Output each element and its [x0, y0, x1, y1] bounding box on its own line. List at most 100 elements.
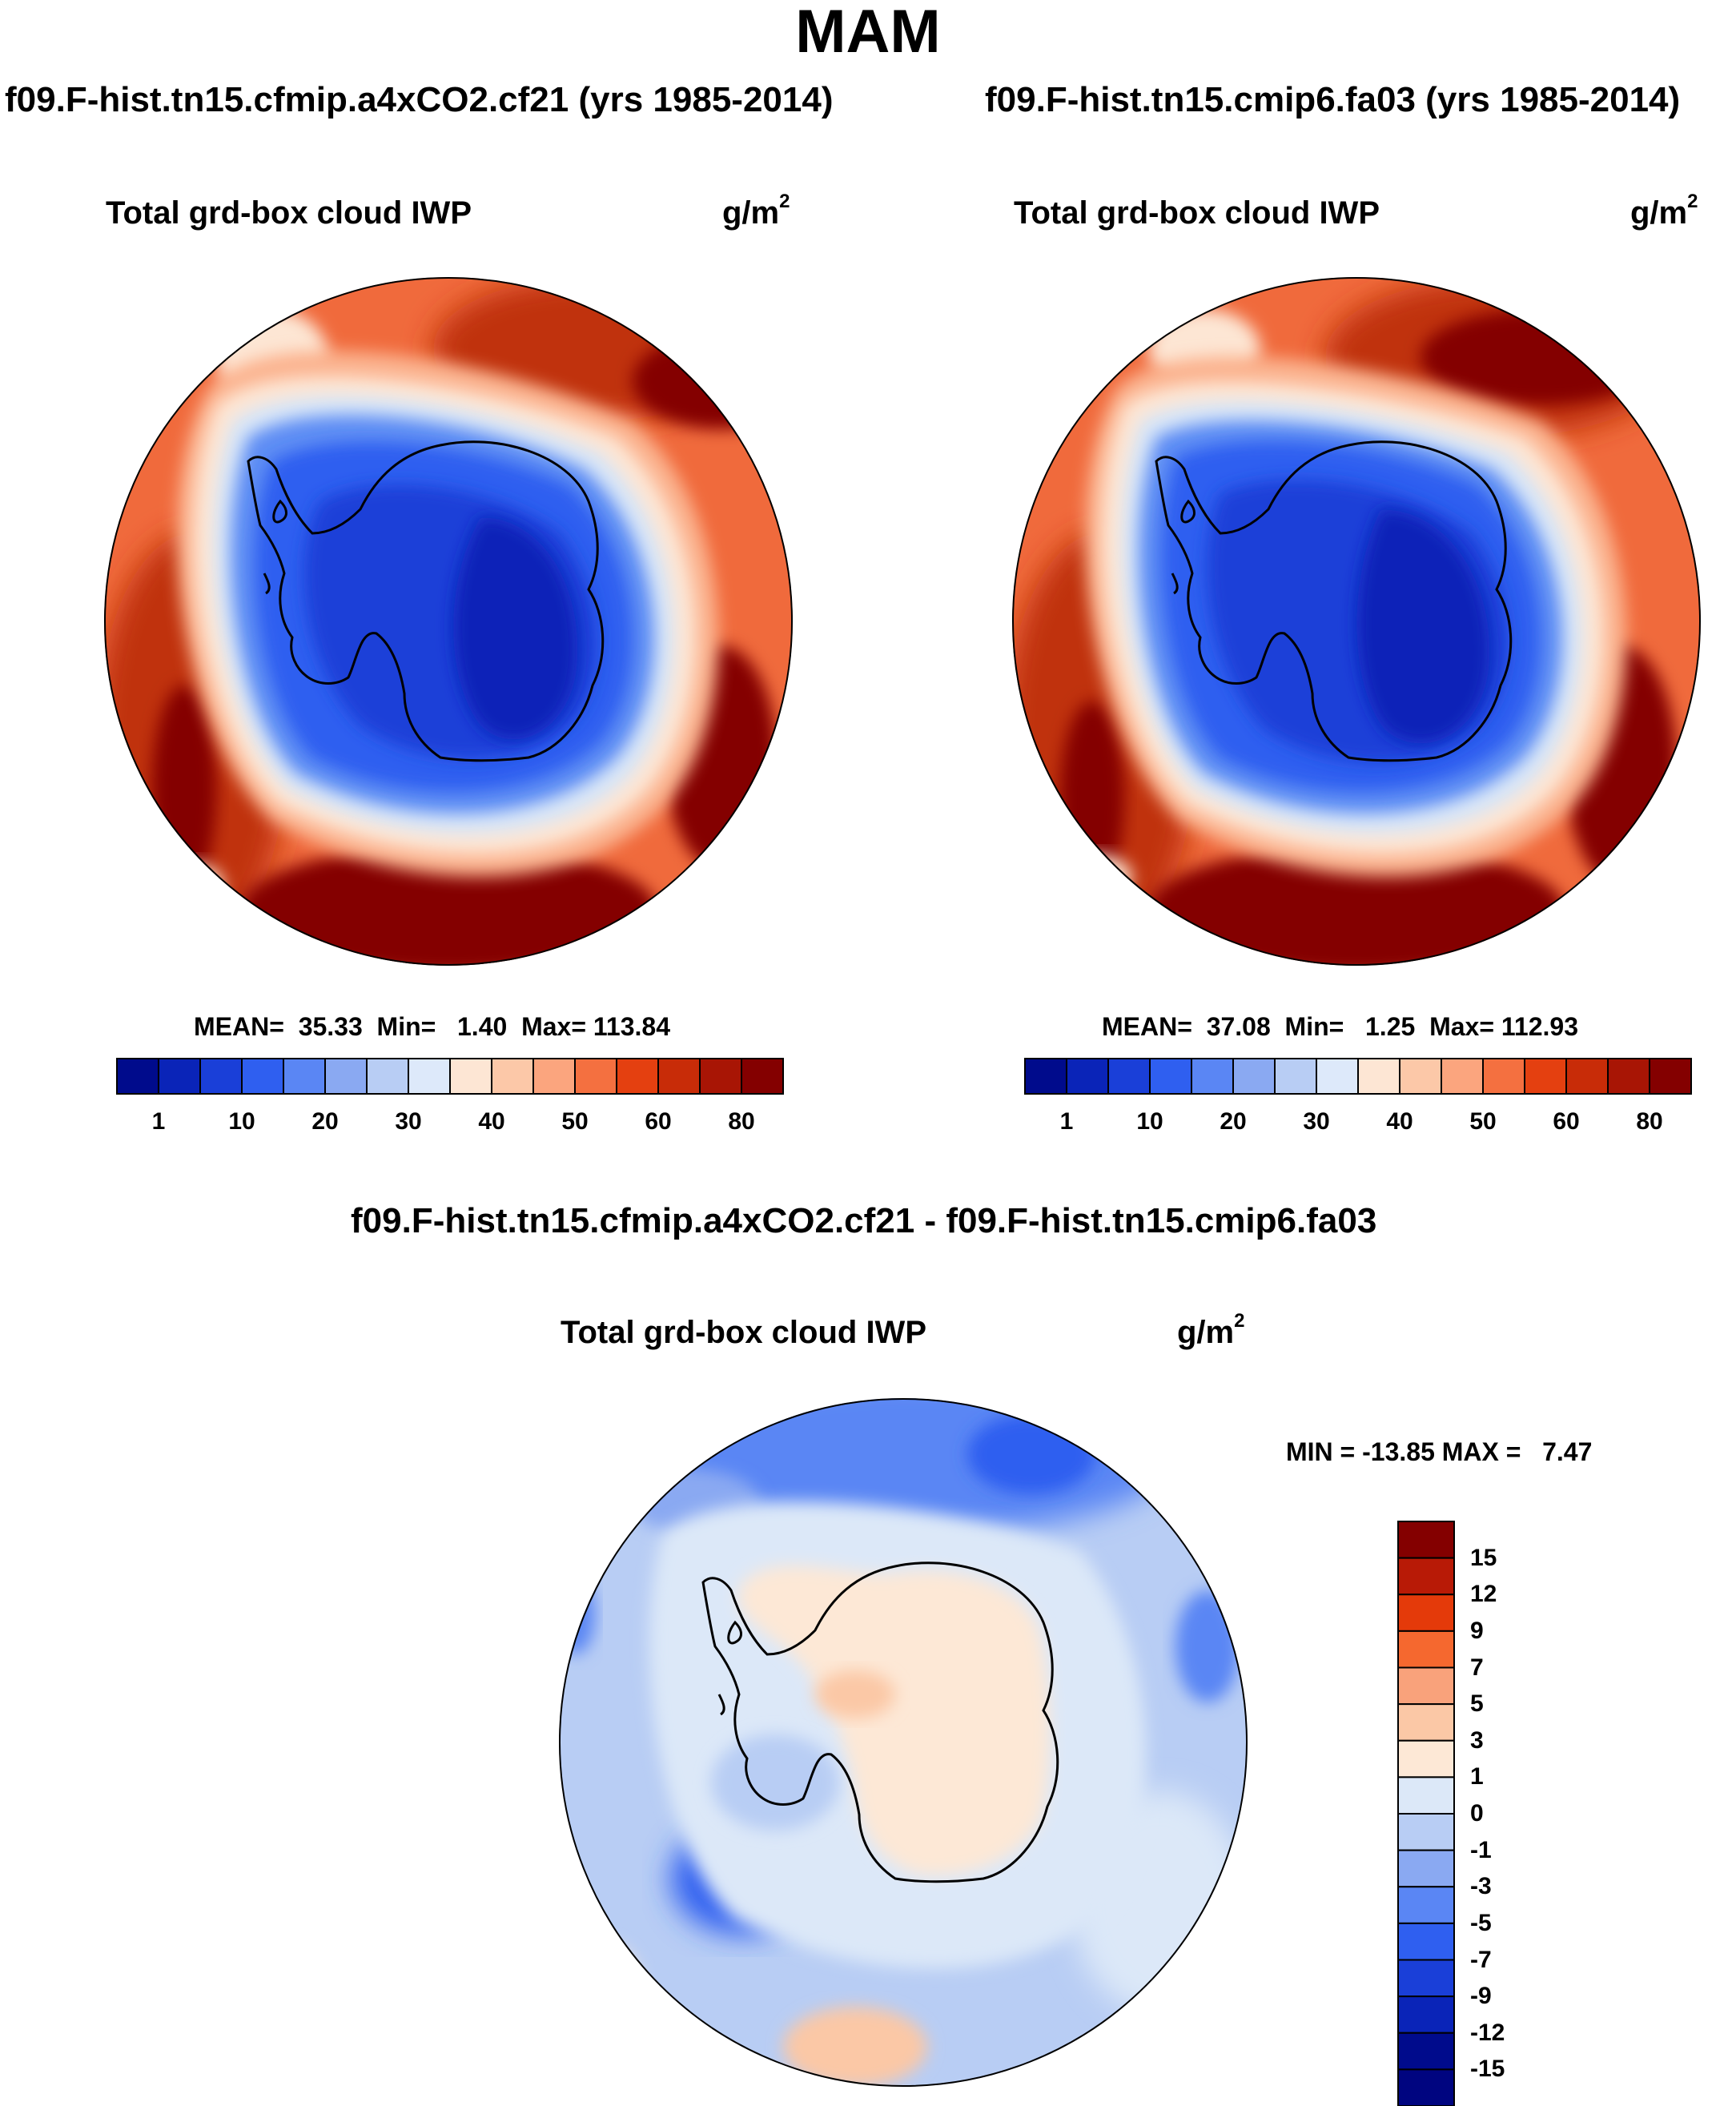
- panel-1-colorbar-swatch: [324, 1058, 368, 1095]
- diff-stats: MIN = -13.85 MAX = 7.47: [1286, 1437, 1593, 1466]
- panel-2-colorbar-tick-label: 80: [1636, 1108, 1663, 1135]
- panel-1-colorbar-tick-label: 20: [311, 1108, 339, 1135]
- panel-2-colorbar-swatch: [1399, 1058, 1442, 1095]
- panel-2-colorbar-swatch: [1024, 1058, 1067, 1095]
- diff-colorbar-tick-label: 1: [1470, 1763, 1484, 1791]
- diff-colorbar-tick-label: 12: [1470, 1581, 1497, 1608]
- diff-map-field: [559, 1398, 1248, 2087]
- panel-2-colorbar-swatch: [1107, 1058, 1151, 1095]
- panel-2-colorbar-swatch: [1607, 1058, 1650, 1095]
- panel-2-colorbar-swatch: [1357, 1058, 1400, 1095]
- diff-colorbar-swatch: [1397, 1521, 1455, 1559]
- panel-2-colorbar-swatch: [1149, 1058, 1192, 1095]
- diff-units: g/m2: [1177, 1310, 1245, 1350]
- diff-colorbar-tick-label: 15: [1470, 1544, 1497, 1571]
- panel-1-colorbar-swatch: [408, 1058, 451, 1095]
- diff-map-coastline: [701, 1561, 1059, 1883]
- diff-colorbar-tick-label: 0: [1470, 1800, 1484, 1827]
- panel-2-colorbar-swatch: [1524, 1058, 1567, 1095]
- diff-colorbar-tick-label: -3: [1470, 1873, 1492, 1900]
- panel-2-colorbar-swatch: [1565, 1058, 1609, 1095]
- diff-colorbar-tick-label: 5: [1470, 1690, 1484, 1718]
- panel-2-colorbar-tick-label: 1: [1059, 1108, 1074, 1135]
- panel-2-colorbar-swatch: [1482, 1058, 1525, 1095]
- panel-2-case-title: f09.F-hist.tn15.cmip6.fa03 (yrs 1985-201…: [985, 80, 1681, 119]
- panel-1-colorbar-swatch: [116, 1058, 159, 1095]
- panel-1-colorbar-tick-label: 40: [478, 1108, 505, 1135]
- diff-colorbar-swatch: [1397, 1703, 1455, 1742]
- panel-1-colorbar-tick-label: 10: [228, 1108, 255, 1135]
- panel-1-colorbar-swatch: [657, 1058, 701, 1095]
- panel-2-colorbar-tick-label: 30: [1303, 1108, 1330, 1135]
- panel-1-colorbar-tick-label: 80: [728, 1108, 755, 1135]
- panel-2-colorbar-swatch: [1316, 1058, 1359, 1095]
- diff-colorbar-tick-label: -1: [1470, 1836, 1492, 1863]
- diff-case-title: f09.F-hist.tn15.cfmip.a4xCO2.cf21 - f09.…: [351, 1201, 1377, 1240]
- diff-colorbar: [1397, 1521, 1455, 2106]
- panel-2-colorbar-swatch: [1274, 1058, 1317, 1095]
- map-1-field: [104, 277, 793, 966]
- panel-1-colorbar-swatch: [532, 1058, 576, 1095]
- diff-colorbar-swatch: [1397, 2032, 1455, 2071]
- diff-colorbar-swatch: [1397, 1776, 1455, 1815]
- season-title: MAM: [795, 0, 941, 66]
- diff-colorbar-swatch: [1397, 1813, 1455, 1851]
- panel-1-polar-map: [104, 277, 793, 966]
- panel-1-units: g/m2: [722, 191, 790, 231]
- panel-2-colorbar-tick-label: 40: [1386, 1108, 1413, 1135]
- diff-colorbar-tick-label: -12: [1470, 2019, 1505, 2046]
- panel-1-colorbar-swatch: [283, 1058, 326, 1095]
- panel-2-colorbar-swatch: [1232, 1058, 1276, 1095]
- panel-2-colorbar-swatch: [1066, 1058, 1109, 1095]
- diff-colorbar-swatch: [1397, 2068, 1455, 2106]
- diff-colorbar-swatch: [1397, 1995, 1455, 2034]
- panel-2-units: g/m2: [1630, 191, 1698, 231]
- map-2-coastline: [1155, 440, 1513, 762]
- panel-2-colorbar-tick-label: 50: [1469, 1108, 1497, 1135]
- panel-1-colorbar-swatch: [741, 1058, 784, 1095]
- diff-colorbar-tick-label: -7: [1470, 1946, 1492, 1973]
- panel-1-colorbar-swatch: [699, 1058, 742, 1095]
- panel-1-colorbar-swatch: [616, 1058, 659, 1095]
- panel-1-stats: MEAN= 35.33 Min= 1.40 Max= 113.84: [194, 1012, 670, 1041]
- panel-2-colorbar-swatch: [1649, 1058, 1692, 1095]
- diff-colorbar-swatch: [1397, 1739, 1455, 1778]
- diff-colorbar-tick-label: -15: [1470, 2056, 1505, 2083]
- panel-1-colorbar-swatch: [366, 1058, 409, 1095]
- panel-1-colorbar-labels: 1 10 20 30 40 50 60 80: [117, 1108, 783, 1140]
- panel-1-colorbar: [116, 1058, 784, 1095]
- panel-1-colorbar-swatch: [449, 1058, 492, 1095]
- diff-colorbar-swatch: [1397, 1922, 1455, 1961]
- diff-colorbar-swatch: [1397, 1557, 1455, 1596]
- panel-2-colorbar: [1024, 1058, 1692, 1095]
- panel-2-colorbar-labels: 1 10 20 30 40 50 60 80: [1025, 1108, 1691, 1140]
- diff-colorbar-swatch: [1397, 1630, 1455, 1669]
- panel-2-variable-title: Total grd-box cloud IWP: [1014, 195, 1380, 231]
- panel-1-colorbar-swatch: [158, 1058, 201, 1095]
- panel-2-colorbar-tick-label: 10: [1136, 1108, 1163, 1135]
- panel-2-colorbar-swatch: [1441, 1058, 1484, 1095]
- panel-2-colorbar-swatch: [1191, 1058, 1234, 1095]
- diff-colorbar-swatch: [1397, 1594, 1455, 1632]
- panel-1-colorbar-swatch: [491, 1058, 534, 1095]
- panel-1-colorbar-swatch: [199, 1058, 243, 1095]
- diff-polar-map: [559, 1398, 1248, 2087]
- diff-colorbar-tick-label: 7: [1470, 1654, 1484, 1681]
- diff-colorbar-swatch: [1397, 1886, 1455, 1924]
- panel-1-colorbar-swatch: [241, 1058, 284, 1095]
- panel-1-colorbar-tick-label: 50: [561, 1108, 589, 1135]
- panel-1-colorbar-tick-label: 60: [645, 1108, 672, 1135]
- diff-colorbar-swatch: [1397, 1849, 1455, 1888]
- panel-1-case-title: f09.F-hist.tn15.cfmip.a4xCO2.cf21 (yrs 1…: [5, 80, 834, 119]
- panel-1-colorbar-tick-label: 1: [151, 1108, 166, 1135]
- panel-2-colorbar-tick-label: 60: [1553, 1108, 1580, 1135]
- diff-variable-title: Total grd-box cloud IWP: [561, 1315, 926, 1350]
- panel-2-stats: MEAN= 37.08 Min= 1.25 Max= 112.93: [1102, 1012, 1578, 1041]
- map-2-field: [1012, 277, 1701, 966]
- panel-1-colorbar-tick-label: 30: [395, 1108, 422, 1135]
- diff-colorbar-tick-label: 3: [1470, 1726, 1484, 1754]
- diff-colorbar-tick-label: -9: [1470, 1983, 1492, 2010]
- diff-colorbar-tick-label: -5: [1470, 1909, 1492, 1936]
- diff-colorbar-swatch: [1397, 1959, 1455, 1998]
- panel-2-polar-map: [1012, 277, 1701, 966]
